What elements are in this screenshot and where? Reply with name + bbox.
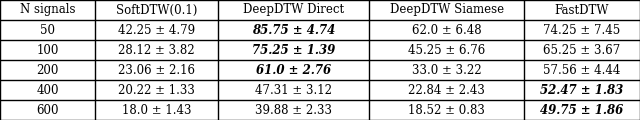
Text: 33.0 ± 3.22: 33.0 ± 3.22 — [412, 63, 481, 77]
Text: 600: 600 — [36, 103, 59, 117]
Text: DeepDTW Direct: DeepDTW Direct — [243, 3, 344, 17]
Text: 100: 100 — [36, 44, 59, 57]
Text: SoftDTW(0.1): SoftDTW(0.1) — [116, 3, 197, 17]
Text: 200: 200 — [36, 63, 59, 77]
Text: N signals: N signals — [20, 3, 76, 17]
Text: 20.22 ± 1.33: 20.22 ± 1.33 — [118, 84, 195, 96]
Text: 49.75 ± 1.86: 49.75 ± 1.86 — [540, 103, 623, 117]
Text: DeepDTW Siamese: DeepDTW Siamese — [390, 3, 504, 17]
Text: 57.56 ± 4.44: 57.56 ± 4.44 — [543, 63, 621, 77]
Text: 85.75 ± 4.74: 85.75 ± 4.74 — [252, 24, 335, 36]
Text: 18.52 ± 0.83: 18.52 ± 0.83 — [408, 103, 485, 117]
Text: 75.25 ± 1.39: 75.25 ± 1.39 — [252, 44, 335, 57]
Text: 50: 50 — [40, 24, 55, 36]
Text: 18.0 ± 1.43: 18.0 ± 1.43 — [122, 103, 191, 117]
Text: 65.25 ± 3.67: 65.25 ± 3.67 — [543, 44, 621, 57]
Text: FastDTW: FastDTW — [555, 3, 609, 17]
Text: 47.31 ± 3.12: 47.31 ± 3.12 — [255, 84, 332, 96]
Text: 52.47 ± 1.83: 52.47 ± 1.83 — [540, 84, 623, 96]
Text: 22.84 ± 2.43: 22.84 ± 2.43 — [408, 84, 485, 96]
Text: 28.12 ± 3.82: 28.12 ± 3.82 — [118, 44, 195, 57]
Text: 400: 400 — [36, 84, 59, 96]
Text: 45.25 ± 6.76: 45.25 ± 6.76 — [408, 44, 485, 57]
Text: 62.0 ± 6.48: 62.0 ± 6.48 — [412, 24, 481, 36]
Text: 23.06 ± 2.16: 23.06 ± 2.16 — [118, 63, 195, 77]
Text: 39.88 ± 2.33: 39.88 ± 2.33 — [255, 103, 332, 117]
Text: 74.25 ± 7.45: 74.25 ± 7.45 — [543, 24, 621, 36]
Text: 61.0 ± 2.76: 61.0 ± 2.76 — [256, 63, 331, 77]
Text: 42.25 ± 4.79: 42.25 ± 4.79 — [118, 24, 195, 36]
